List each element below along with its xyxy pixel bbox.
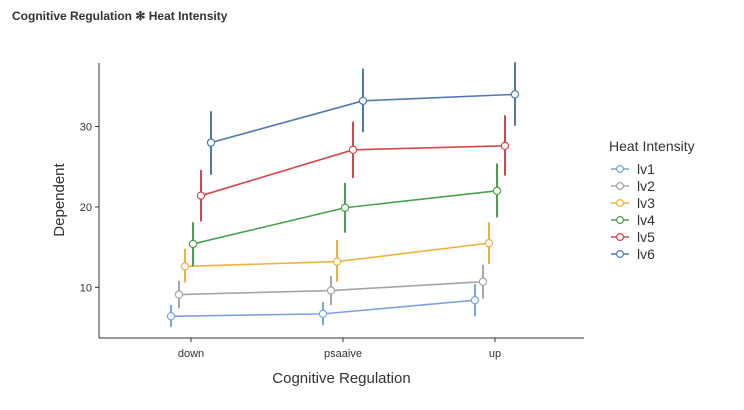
x-tick-label: psaaive (324, 348, 362, 360)
data-point (340, 203, 350, 212)
data-point (206, 138, 216, 147)
legend-title: Heat Intensity (609, 138, 695, 154)
data-point (348, 145, 358, 155)
series-lv6 (206, 62, 520, 175)
y-tick-label: 10 (80, 282, 92, 294)
legend-item-lv4: lv4 (611, 212, 655, 228)
legend-label: lv6 (637, 246, 655, 262)
data-point (188, 239, 198, 249)
legend-marker (615, 233, 624, 242)
y-tick-label: 30 (80, 122, 92, 134)
legend-label: lv2 (637, 178, 655, 194)
chart-title: Cognitive Regulation ✻ Heat Intensity (12, 9, 228, 23)
legend-item-lv1: lv1 (611, 161, 655, 177)
x-tick-label: up (489, 348, 501, 360)
data-point (500, 141, 510, 151)
data-point (332, 257, 342, 266)
legend-marker (615, 182, 624, 191)
y-axis-title: Dependent (51, 162, 68, 236)
legend-marker (615, 250, 624, 259)
data-point (174, 290, 184, 299)
data-point (484, 238, 494, 248)
data-point (318, 309, 328, 319)
data-point (358, 96, 368, 105)
legend-label: lv5 (637, 229, 655, 245)
data-point (492, 186, 502, 196)
axes: 10 20 30 down psaaive up Cognitive Regulation D… (51, 63, 584, 387)
data-point (478, 277, 488, 286)
data-point (166, 312, 176, 321)
data-point (196, 191, 206, 200)
x-tick-label: down (178, 348, 204, 360)
legend-marker (615, 216, 624, 225)
series-lv2 (174, 264, 488, 309)
x-axis-title: Cognitive Regulation (272, 370, 410, 387)
data-point (470, 296, 480, 305)
series-lv3 (180, 222, 494, 283)
legend-label: lv3 (637, 195, 655, 211)
series-lv4 (188, 163, 502, 267)
legend-marker (615, 199, 624, 208)
legend-item-lv6: lv6 (611, 246, 655, 262)
legend-item-lv2: lv2 (611, 178, 655, 194)
y-tick-label: 20 (80, 202, 92, 214)
series-lv5 (196, 115, 510, 222)
legend-item-lv5: lv5 (611, 229, 655, 245)
legend-marker (615, 165, 624, 174)
data-point (510, 90, 520, 99)
legend-label: lv4 (637, 212, 655, 228)
legend-label: lv1 (637, 161, 655, 177)
data-point (326, 286, 336, 295)
series-lv1 (166, 284, 480, 327)
plot-area (166, 62, 520, 327)
legend-item-lv3: lv3 (611, 195, 655, 211)
data-point (180, 262, 190, 271)
